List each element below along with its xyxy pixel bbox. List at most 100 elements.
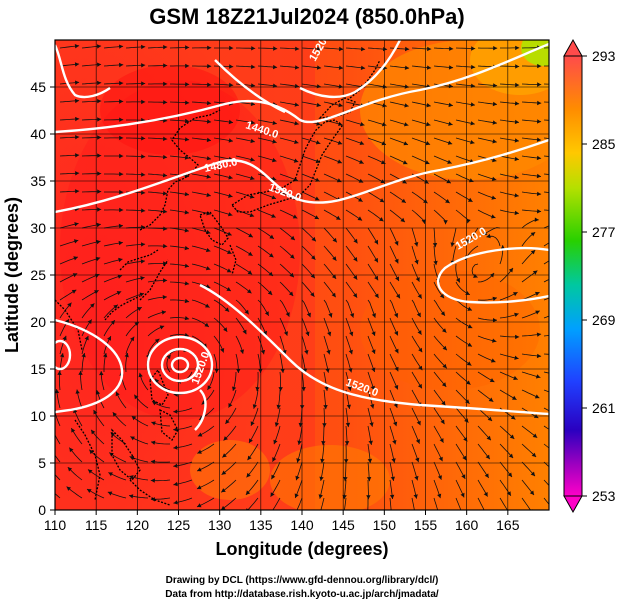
streamline-arrow: [108, 472, 113, 477]
x-axis: 110 115 120 125 130 135 140 145 150 155 160 165: [44, 510, 520, 533]
streamline-arrow: [140, 259, 145, 264]
streamline-arrow: [403, 141, 408, 146]
streamline-arrow: [173, 463, 178, 468]
streamline-arrow: [415, 277, 420, 282]
streamline-arrow: [483, 492, 488, 497]
streamline-arrow: [249, 194, 255, 199]
streamline-arrow: [141, 63, 146, 68]
streamline-arrow: [394, 313, 399, 318]
streamline-arrow: [75, 135, 80, 140]
colorbar-label: 285: [592, 136, 616, 152]
streamline-arrow: [75, 80, 80, 85]
streamline-arrow: [515, 82, 520, 88]
y-axis: 0 5 10 15 20 25 30 35 40 45: [30, 79, 55, 518]
streamline-arrow: [414, 475, 419, 481]
streamline-arrow: [184, 228, 189, 233]
streamline-arrow: [119, 207, 124, 213]
streamline-arrow: [97, 189, 102, 194]
streamline-arrow: [402, 179, 407, 184]
streamline: [543, 461, 549, 468]
streamline-arrow: [129, 456, 135, 461]
streamline-arrow: [391, 458, 396, 463]
streamline-arrow: [554, 452, 559, 456]
streamline-arrow: [184, 316, 190, 321]
streamline-arrow: [159, 325, 165, 330]
streamline-arrow: [75, 153, 80, 158]
streamline-arrow: [414, 242, 419, 247]
streamline-arrow: [338, 65, 344, 70]
streamline-arrow: [130, 436, 135, 441]
streamline-arrow: [97, 153, 102, 158]
streamline-arrow: [469, 178, 474, 183]
streamline-arrow: [492, 139, 497, 144]
streamline-arrow: [371, 331, 376, 336]
streamline-arrow: [110, 320, 115, 325]
streamline-arrow: [185, 63, 190, 69]
streamline-arrow: [514, 119, 519, 125]
streamline-arrow: [59, 353, 65, 358]
streamline-arrow: [119, 99, 124, 104]
streamline-arrow: [96, 44, 102, 49]
streamline-arrow: [514, 138, 519, 143]
streamline: [543, 479, 549, 487]
streamline-arrow: [69, 447, 74, 453]
streamline-arrow: [316, 84, 321, 89]
streamline-arrow: [294, 121, 299, 126]
streamline-arrow: [492, 296, 497, 301]
plot-area: 1440.0 1480.0 1520.0 1520.0 1520.0 1520.…: [55, 40, 563, 510]
streamline-arrow: [163, 63, 168, 68]
streamline-arrow: [112, 412, 117, 417]
streamline: [543, 225, 549, 229]
streamline-arrow: [290, 254, 295, 259]
streamline-arrow: [367, 458, 373, 464]
streamline-arrow: [197, 467, 202, 472]
streamline-arrow: [532, 270, 538, 275]
streamline-arrow: [151, 440, 156, 445]
streamline-arrow: [331, 292, 336, 298]
streamline-arrow: [271, 213, 276, 218]
streamline-arrow: [537, 100, 542, 106]
streamline-arrow: [249, 438, 253, 443]
streamline-arrow: [206, 174, 211, 179]
streamline-arrow: [358, 178, 364, 183]
streamline-arrow: [508, 453, 514, 458]
streamline-arrow: [381, 141, 386, 146]
streamline-arrow: [251, 64, 256, 69]
streamline-arrow: [57, 370, 62, 375]
streamline-arrow: [447, 140, 453, 145]
streamline-arrow: [226, 287, 231, 291]
streamline-arrow: [468, 197, 473, 202]
streamline-arrow: [119, 117, 124, 122]
streamline-arrow: [260, 349, 266, 355]
streamline-arrow: [134, 394, 139, 400]
streamline-arrow: [73, 256, 78, 261]
y-tick-label: 30: [30, 220, 46, 236]
streamline-arrow: [437, 475, 442, 480]
streamline-arrow: [163, 100, 168, 105]
streamline-arrow: [423, 199, 428, 204]
streamline-arrow: [184, 192, 189, 197]
streamline-arrow: [207, 82, 212, 87]
streamline-arrow: [559, 155, 563, 159]
streamline-arrow: [173, 500, 178, 505]
streamline-arrow: [72, 273, 78, 278]
streamline-arrow: [205, 303, 210, 308]
y-tick-label: 40: [30, 126, 46, 142]
streamline-arrow: [535, 310, 540, 315]
streamline-arrow: [470, 121, 475, 126]
streamline-arrow: [558, 221, 562, 225]
streamline: [411, 497, 415, 510]
streamline-arrow: [316, 102, 321, 108]
streamline-arrow: [269, 234, 274, 239]
streamline-arrow: [268, 271, 273, 276]
streamline-arrow: [248, 251, 253, 256]
streamline-arrow: [404, 122, 409, 127]
streamline-arrow: [274, 422, 280, 427]
streamline-arrow: [294, 65, 300, 70]
streamline-arrow: [426, 65, 432, 70]
streamline-arrow: [394, 240, 399, 246]
streamline-arrow: [305, 331, 310, 336]
streamline-arrow: [118, 257, 123, 263]
streamline-arrow: [222, 453, 227, 458]
x-tick-label: 135: [249, 517, 273, 533]
